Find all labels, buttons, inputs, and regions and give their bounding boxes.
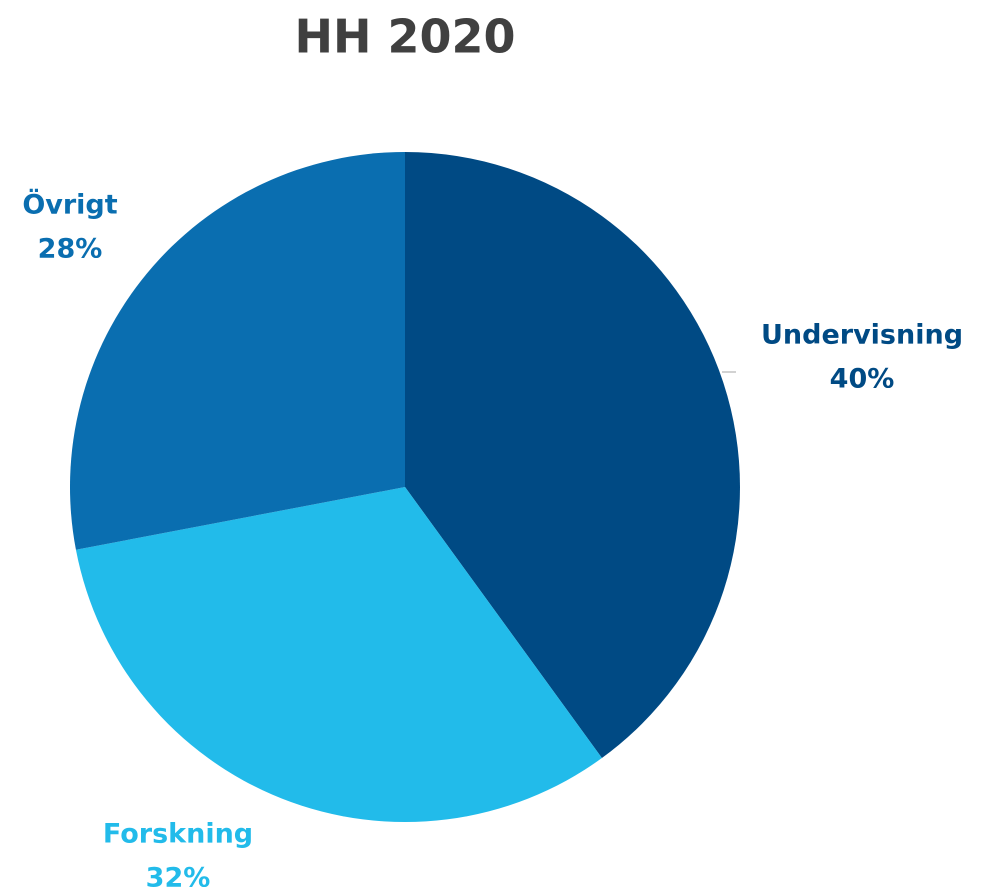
slice-value-label: 40% xyxy=(830,364,895,395)
pie-slice xyxy=(75,487,602,822)
pie-slice xyxy=(405,152,740,759)
slice-value-label: 32% xyxy=(146,863,211,890)
pie-slice xyxy=(69,152,405,550)
slice-label: Forskning xyxy=(103,819,253,850)
chart-title: HH 2020 xyxy=(294,10,515,64)
slice-value-label: 28% xyxy=(38,234,103,265)
slice-label: Övrigt xyxy=(22,188,117,221)
slice-label: Undervisning xyxy=(761,320,963,351)
